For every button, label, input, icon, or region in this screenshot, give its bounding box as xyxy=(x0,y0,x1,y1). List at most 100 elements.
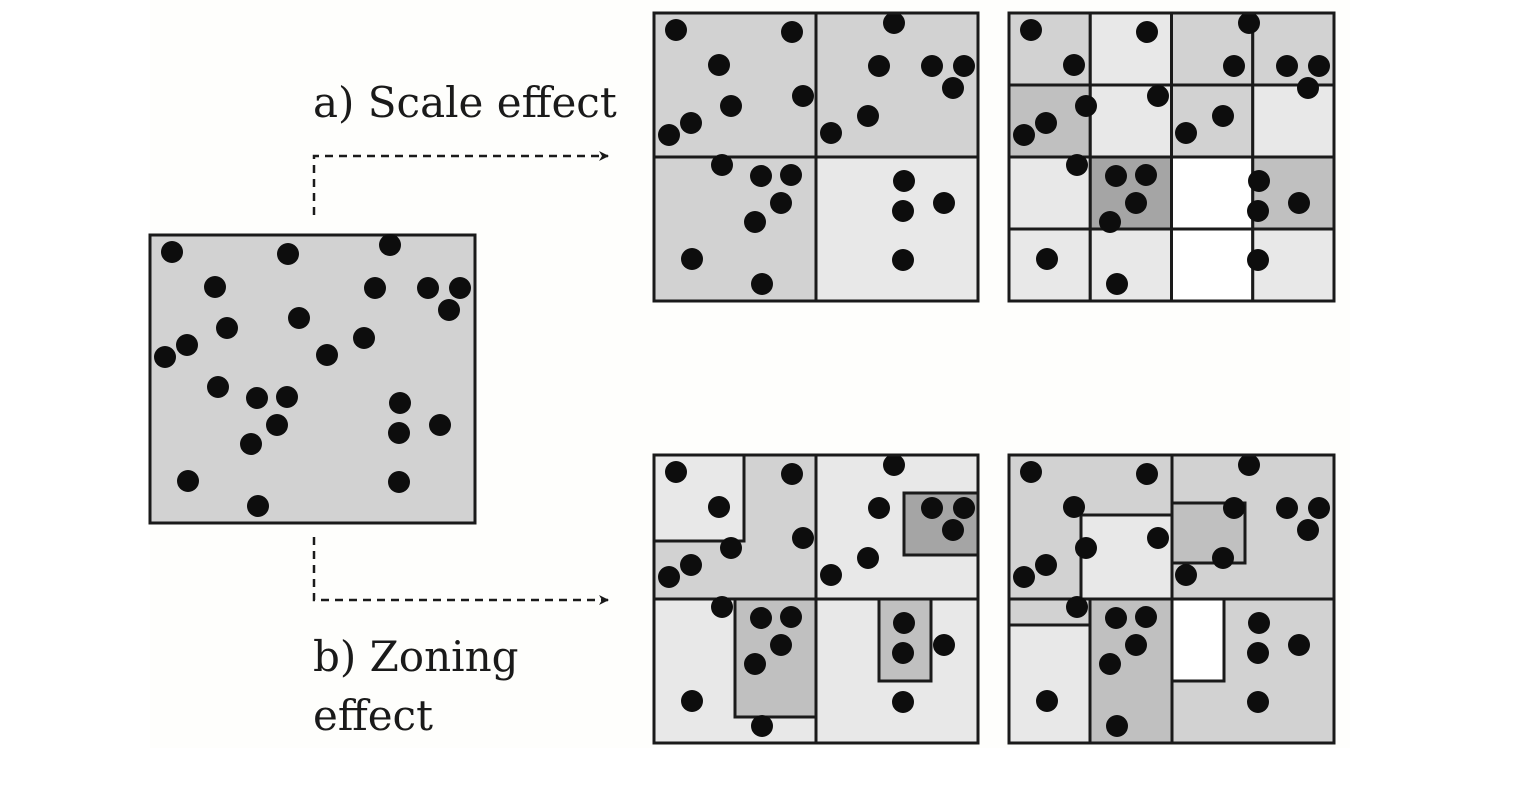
original-area-panel xyxy=(148,233,477,525)
point xyxy=(1125,634,1147,656)
point xyxy=(1247,200,1269,222)
point xyxy=(379,234,401,256)
point xyxy=(1035,112,1057,134)
point xyxy=(680,112,702,134)
point xyxy=(1297,519,1319,541)
point xyxy=(247,495,269,517)
grid-cell xyxy=(1170,227,1255,303)
point xyxy=(781,463,803,485)
point xyxy=(1297,77,1319,99)
scale-effect-fine-grid xyxy=(1007,11,1336,303)
point xyxy=(868,55,890,77)
point xyxy=(921,497,943,519)
point xyxy=(658,566,680,588)
point xyxy=(780,606,802,628)
point xyxy=(1035,554,1057,576)
point xyxy=(1238,12,1260,34)
point xyxy=(438,299,460,321)
point xyxy=(681,690,703,712)
point xyxy=(665,19,687,41)
point xyxy=(892,691,914,713)
grid-cell xyxy=(1088,227,1173,303)
point xyxy=(246,387,268,409)
zone xyxy=(1170,597,1226,683)
point xyxy=(933,634,955,656)
point xyxy=(658,124,680,146)
point xyxy=(711,596,733,618)
point xyxy=(883,454,905,476)
panel-border xyxy=(1007,453,1336,745)
point xyxy=(921,55,943,77)
point xyxy=(1020,461,1042,483)
point xyxy=(364,277,386,299)
point xyxy=(429,414,451,436)
point xyxy=(177,470,199,492)
point xyxy=(792,85,814,107)
point xyxy=(751,273,773,295)
point xyxy=(780,164,802,186)
point xyxy=(1066,596,1088,618)
point xyxy=(857,547,879,569)
grid-cell xyxy=(1251,83,1336,159)
point xyxy=(892,249,914,271)
point xyxy=(892,200,914,222)
point xyxy=(953,497,975,519)
panel-border xyxy=(1007,11,1336,303)
grid-cell xyxy=(1170,83,1255,159)
scale-effect-coarse-grid xyxy=(652,11,980,303)
point xyxy=(1135,606,1157,628)
point xyxy=(1147,85,1169,107)
point xyxy=(1248,612,1270,634)
point xyxy=(1288,192,1310,214)
panel-border xyxy=(652,11,980,303)
point xyxy=(1288,634,1310,656)
point xyxy=(1247,691,1269,713)
point xyxy=(449,277,471,299)
point xyxy=(720,537,742,559)
point xyxy=(1136,463,1158,485)
point xyxy=(665,461,687,483)
point xyxy=(1125,192,1147,214)
zone xyxy=(1170,501,1247,565)
point xyxy=(750,165,772,187)
point xyxy=(1223,497,1245,519)
point xyxy=(288,307,310,329)
point xyxy=(1175,122,1197,144)
point xyxy=(1212,547,1234,569)
point xyxy=(883,12,905,34)
panel-border xyxy=(652,453,980,745)
point xyxy=(1106,715,1128,737)
point xyxy=(1036,248,1058,270)
point xyxy=(892,642,914,664)
zone xyxy=(1007,623,1092,745)
point xyxy=(240,433,262,455)
point xyxy=(1247,642,1269,664)
point xyxy=(316,344,338,366)
point xyxy=(1308,497,1330,519)
point xyxy=(751,715,773,737)
point xyxy=(1013,124,1035,146)
point xyxy=(942,519,964,541)
point xyxy=(953,55,975,77)
point xyxy=(868,497,890,519)
point xyxy=(388,422,410,444)
point xyxy=(680,554,702,576)
zoning-effect-label-line2: effect xyxy=(313,691,433,740)
point xyxy=(1063,496,1085,518)
point xyxy=(1248,170,1270,192)
point xyxy=(1075,537,1097,559)
point xyxy=(744,653,766,675)
point xyxy=(1147,527,1169,549)
point xyxy=(1106,273,1128,295)
point xyxy=(893,170,915,192)
point xyxy=(1066,154,1088,176)
point xyxy=(1136,21,1158,43)
point xyxy=(1276,55,1298,77)
point xyxy=(388,471,410,493)
grid-cell xyxy=(1170,155,1255,231)
point xyxy=(154,346,176,368)
point xyxy=(708,54,730,76)
point xyxy=(711,154,733,176)
point xyxy=(1020,19,1042,41)
